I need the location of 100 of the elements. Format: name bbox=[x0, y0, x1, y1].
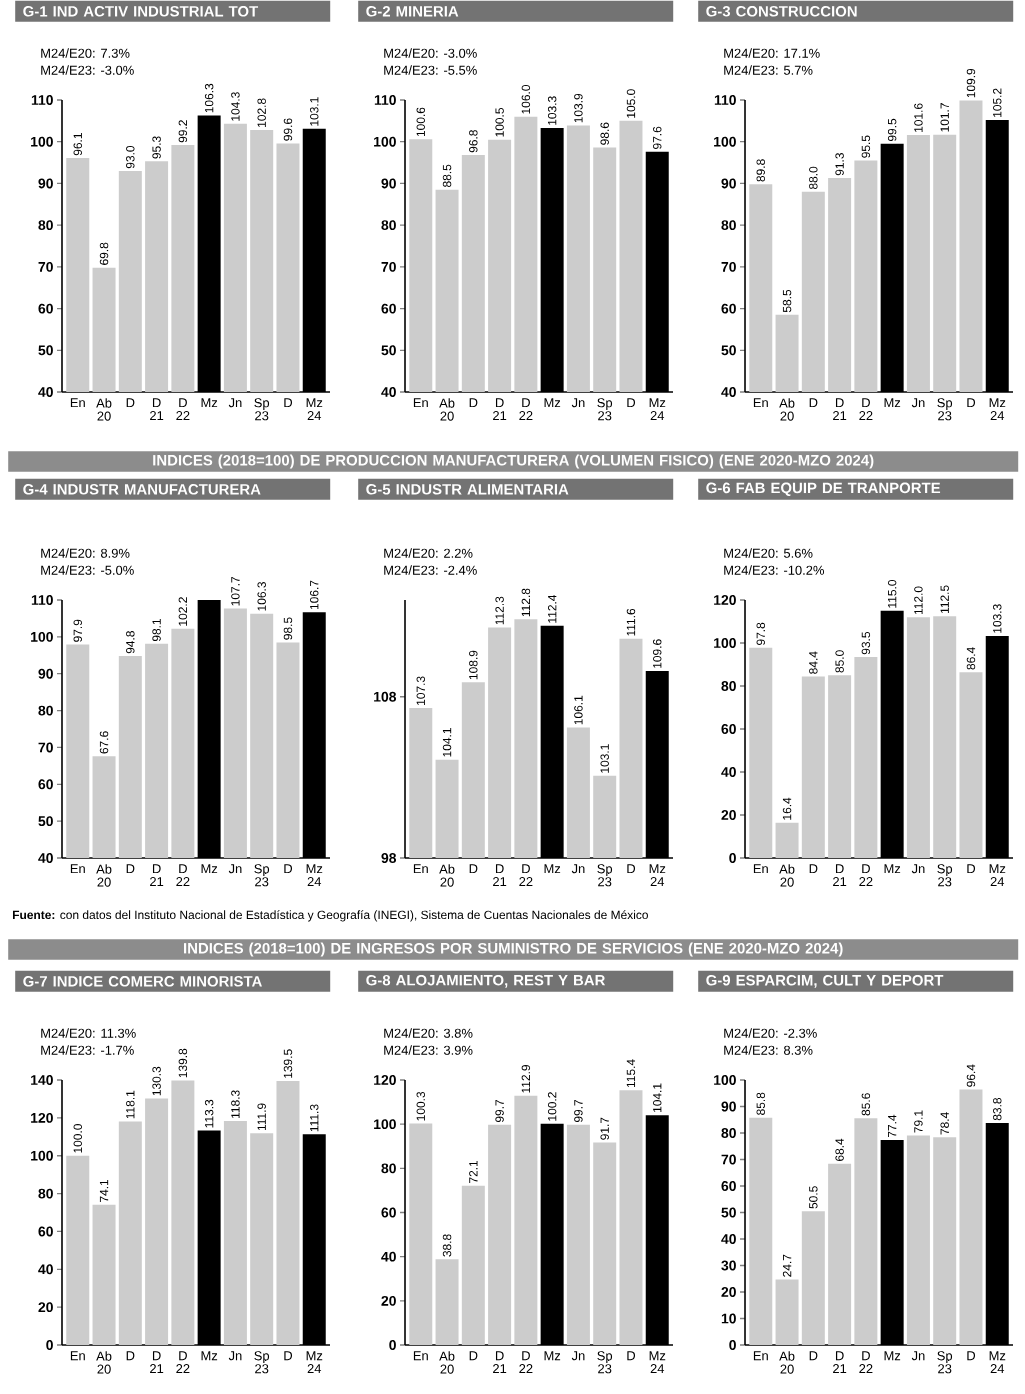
bar bbox=[435, 1259, 459, 1346]
y-tick-label: 100 bbox=[31, 1150, 53, 1161]
x-tick-label: En bbox=[753, 398, 768, 408]
data-label: 118.3 bbox=[231, 1090, 240, 1118]
x-tick-label: D 21 bbox=[833, 398, 847, 421]
x-tick-label: Jn bbox=[228, 398, 242, 408]
x-tick-label: Ab 20 bbox=[439, 398, 455, 421]
data-label: 94.8 bbox=[126, 631, 135, 654]
chart-title: G-8 ALOJAMIENTO, REST Y BAR bbox=[366, 974, 606, 988]
data-label: 99.7 bbox=[574, 1099, 583, 1123]
bar bbox=[66, 1155, 90, 1346]
x-tick-label: D bbox=[126, 398, 135, 408]
data-label: 99.6 bbox=[283, 118, 293, 141]
y-tick-label: 60 bbox=[721, 724, 736, 734]
x-tick-label: Mz bbox=[544, 864, 561, 874]
data-label: 103.3 bbox=[993, 604, 1002, 633]
y-tick-label: 40 bbox=[721, 387, 736, 397]
text: M24/E23: 8.3% bbox=[724, 1045, 813, 1055]
bar bbox=[461, 1185, 485, 1346]
y-tick-label: 60 bbox=[38, 779, 53, 790]
x-tick-label: Sp 23 bbox=[254, 398, 270, 421]
data-label: 72.1 bbox=[469, 1160, 478, 1183]
y-tick-label: 20 bbox=[381, 1295, 396, 1306]
y-tick-label: 120 bbox=[31, 1112, 53, 1123]
data-label: 139.5 bbox=[283, 1049, 293, 1078]
y-tick-label: 110 bbox=[714, 95, 736, 105]
data-label: 96.8 bbox=[469, 130, 478, 153]
data-label: 106.1 bbox=[574, 695, 583, 725]
data-label: 101.6 bbox=[914, 103, 923, 132]
text: INDICES (2018=100) DE INGRESOS POR SUMINISTRO DE SERVICIOS (ENE 2020-MZO 2024) bbox=[184, 942, 843, 957]
data-label: 105.2 bbox=[993, 88, 1002, 117]
x-tick-label: D bbox=[809, 1351, 818, 1361]
x-tick-label: D 22 bbox=[519, 1351, 533, 1374]
y-tick-label: 10 bbox=[721, 1313, 736, 1324]
text: M24/E23: -5.5% bbox=[384, 65, 477, 75]
y-tick-label: 30 bbox=[721, 1260, 736, 1271]
y-tick-label: 50 bbox=[38, 816, 53, 827]
x-tick-label: D 21 bbox=[493, 864, 507, 887]
data-label: 111.6 bbox=[626, 608, 636, 636]
x-tick-label: D bbox=[967, 1351, 976, 1361]
data-label: 69.8 bbox=[99, 242, 109, 265]
x-tick-label: Mz 24 bbox=[649, 1351, 666, 1374]
x-tick-label: D bbox=[809, 398, 818, 408]
x-tick-label: Mz bbox=[201, 1351, 218, 1361]
y-tick-label: 60 bbox=[721, 303, 736, 314]
data-label: 112.9 bbox=[521, 1065, 531, 1093]
y-tick-label: 70 bbox=[721, 1154, 736, 1165]
text: M24/E23: -2.4% bbox=[384, 565, 477, 575]
y-tick-label: 70 bbox=[38, 261, 53, 272]
data-label: 112.4 bbox=[547, 594, 557, 623]
bar bbox=[775, 822, 799, 859]
y-tick-label: 110 bbox=[31, 95, 53, 105]
bar bbox=[566, 1124, 590, 1346]
x-tick-label: Mz bbox=[201, 398, 218, 408]
y-tick-label: 40 bbox=[38, 853, 53, 863]
x-tick-label: D 22 bbox=[176, 398, 190, 421]
text: M24/E20: 5.6% bbox=[724, 548, 813, 558]
bar bbox=[619, 1090, 643, 1346]
x-tick-label: Sp 23 bbox=[597, 864, 613, 887]
x-tick-label: Sp 23 bbox=[937, 1351, 953, 1374]
text: M24/E23: 3.9% bbox=[384, 1045, 473, 1055]
y-tick-label: 40 bbox=[38, 387, 53, 397]
x-tick-label: Mz 24 bbox=[989, 1351, 1006, 1374]
x-tick-label: Sp 23 bbox=[597, 398, 613, 421]
text: M24/E23: -10.2% bbox=[724, 565, 825, 575]
data-label: 106.0 bbox=[521, 85, 531, 114]
y-tick-label: 60 bbox=[38, 303, 53, 314]
x-tick-label: D 22 bbox=[859, 1351, 873, 1374]
data-label: 100.5 bbox=[495, 108, 504, 137]
x-tick-label: D bbox=[967, 398, 976, 408]
data-label: 112.0 bbox=[914, 586, 923, 615]
x-tick-label: En bbox=[413, 398, 428, 408]
x-tick-label: D 21 bbox=[150, 1351, 164, 1374]
x-tick-label: Jn bbox=[911, 1351, 925, 1361]
y-tick-label: 60 bbox=[38, 1226, 53, 1237]
x-tick-label: Mz 24 bbox=[989, 864, 1006, 887]
data-label: 96.4 bbox=[966, 1064, 976, 1087]
text: M24/E20: 2.2% bbox=[384, 548, 473, 558]
x-tick-label: D 22 bbox=[176, 864, 190, 887]
y-tick-label: 100 bbox=[374, 1119, 396, 1130]
x-tick-label: D bbox=[627, 1351, 636, 1361]
chart-title: G-7 INDICE COMERC MINORISTA bbox=[23, 976, 262, 987]
data-label: 99.2 bbox=[178, 120, 188, 143]
data-label: 101.7 bbox=[940, 103, 949, 132]
x-tick-label: En bbox=[70, 398, 85, 408]
x-tick-label: Mz 24 bbox=[306, 398, 323, 421]
y-tick-label: 20 bbox=[721, 810, 736, 820]
bar bbox=[906, 617, 930, 859]
x-tick-label: Jn bbox=[571, 864, 585, 874]
bar bbox=[854, 656, 878, 859]
data-label: 107.3 bbox=[416, 676, 425, 705]
data-label: 78.4 bbox=[940, 1112, 949, 1135]
data-label: 85.6 bbox=[861, 1093, 871, 1116]
x-tick-label: Jn bbox=[571, 398, 585, 408]
data-label: 104.1 bbox=[442, 728, 452, 757]
chart-title: G-3 CONSTRUCCION bbox=[706, 6, 857, 17]
text: M24/E20: 11.3% bbox=[41, 1028, 136, 1038]
y-tick-label: 80 bbox=[38, 705, 53, 716]
x-tick-label: Mz bbox=[544, 398, 561, 408]
x-tick-label: Ab 20 bbox=[439, 1351, 455, 1374]
